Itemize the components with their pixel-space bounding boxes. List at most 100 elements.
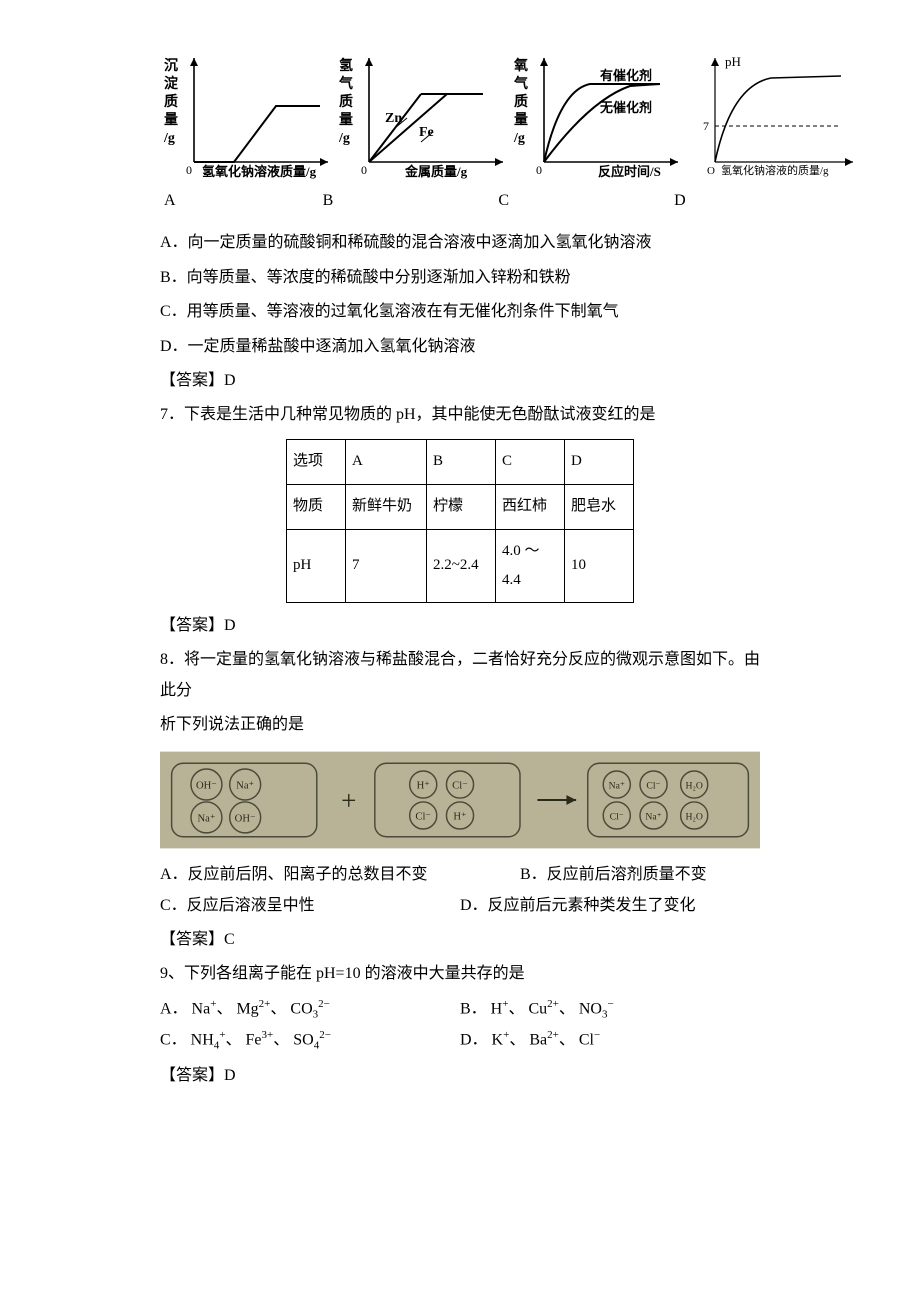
graph-b-ylabel-0: 氢 — [339, 57, 353, 74]
q9-answer: 【答案】D — [160, 1061, 760, 1091]
q8-reaction-image: OH⁻ Na⁺ Na⁺ OH⁻ + H⁺ Cl⁻ Cl⁻ H⁺ Na — [160, 750, 760, 850]
txt: 、 SO — [273, 1032, 313, 1049]
txt: 、 CO — [270, 1000, 312, 1017]
ion: Cl⁻ — [610, 812, 624, 823]
txt: 、 Mg — [216, 1000, 258, 1017]
q8-stem-2: 析下列说法正确的是 — [160, 710, 760, 740]
graph-c-ylabel-0: 氧 — [513, 57, 528, 74]
q9-option-b: B． H+、 Cu2+、 NO3− — [460, 994, 614, 1025]
q8-option-b: B．反应前后溶剂质量不变 — [520, 860, 707, 890]
graph-b-ylabel-1: 气 — [338, 75, 353, 92]
ion: Cl⁻ — [646, 781, 660, 792]
graph-d-origin: O — [707, 165, 715, 177]
q6-option-a: A．向一定质量的硫酸铜和稀硫酸的混合溶液中逐滴加入氢氧化钠溶液 — [160, 228, 760, 258]
graph-b-ylabel-2: 质 — [339, 93, 353, 110]
q7-stem: 7．下表是生活中几种常见物质的 pH，其中能使无色酚酞试液变红的是 — [160, 400, 760, 430]
txt: 、 Fe — [226, 1032, 262, 1049]
table-row: pH 7 2.2~2.4 4.0 ～4.4 10 — [287, 529, 634, 602]
graph-a: 沉 淀 质 量 /g 0 氢氧化钠溶液质量/g — [160, 50, 335, 180]
cell: 7 — [346, 529, 427, 602]
graph-d: pH 7 O 氢氧化钠溶液的质量/g — [685, 50, 860, 180]
q8-stem-1: 8．将一定量的氢氧化钠溶液与稀盐酸混合，二者恰好充分反应的微观示意图如下。由此分 — [160, 645, 760, 706]
q8-option-d: D．反应前后元素种类发生了变化 — [460, 891, 696, 921]
txt: C． NH — [160, 1032, 214, 1049]
q6-answer: 【答案】D — [160, 366, 760, 396]
graph-label-d: D — [670, 186, 760, 216]
graph-c-ylabel-2: 质 — [514, 93, 528, 110]
graph-b: Zn Fe 氢 气 质 量 /g 0 金属质量/g — [335, 50, 510, 180]
graph-a-ylabel-0: 沉 — [164, 57, 178, 74]
txt: D． K — [460, 1032, 503, 1049]
graph-label-a: A — [160, 186, 319, 216]
ion: Na⁺ — [197, 814, 215, 825]
graph-c-ylabel-4: /g — [513, 131, 525, 146]
txt: 、 NO — [559, 1000, 602, 1017]
ion: Na⁺ — [645, 812, 661, 823]
ion: H₂O — [686, 781, 703, 792]
graph-a-svg: 沉 淀 质 量 /g 0 氢氧化钠溶液质量/g — [160, 50, 335, 180]
graphs-labels-row: A B C D — [160, 186, 760, 216]
ion: OH⁻ — [196, 781, 217, 792]
graph-a-ylabel-2: 质 — [164, 93, 178, 110]
q6-option-d: D．一定质量稀盐酸中逐滴加入氢氧化钠溶液 — [160, 332, 760, 362]
graph-c-curve2-label: 无催化剂 — [599, 100, 652, 115]
table-row: 选项 A B C D — [287, 439, 634, 484]
q8-option-a: A．反应前后阴、阳离子的总数目不变 — [160, 860, 520, 890]
q9-option-a: A． Na+、 Mg2+、 CO32− — [160, 994, 460, 1025]
graph-c: 有催化剂 无催化剂 氧 气 质 量 /g 0 反应时间/S — [510, 50, 685, 180]
ion: H⁺ — [453, 812, 467, 823]
ion: H⁺ — [417, 781, 431, 792]
txt: 、 Ba — [509, 1032, 547, 1049]
graph-c-svg: 有催化剂 无催化剂 氧 气 质 量 /g 0 反应时间/S — [510, 50, 685, 180]
q7-answer: 【答案】D — [160, 611, 760, 641]
graph-label-b: B — [319, 186, 495, 216]
q9-options-line1: A． Na+、 Mg2+、 CO32− B． H+、 Cu2+、 NO3− — [160, 994, 760, 1025]
ion: Cl⁻ — [452, 781, 468, 792]
graph-b-svg: Zn Fe 氢 气 质 量 /g 0 金属质量/g — [335, 50, 510, 180]
graph-a-ylabel-4: /g — [163, 131, 175, 146]
graph-d-svg: pH 7 O 氢氧化钠溶液的质量/g — [685, 50, 860, 180]
graph-a-xlabel: 氢氧化钠溶液质量/g — [202, 164, 317, 179]
graph-a-ylabel-1: 淀 — [164, 75, 179, 92]
graph-c-curve1-label: 有催化剂 — [600, 68, 652, 83]
graph-b-ylabel-4: /g — [338, 131, 350, 146]
cell: 10 — [565, 529, 634, 602]
q8-options-line1: A．反应前后阴、阳离子的总数目不变 B．反应前后溶剂质量不变 — [160, 860, 760, 890]
graph-d-xlabel: 氢氧化钠溶液的质量/g — [721, 163, 829, 177]
q9-option-c: C． NH4+、 Fe3+、 SO42− — [160, 1025, 460, 1056]
cell: 2.2~2.4 — [427, 529, 496, 602]
cell: D — [565, 439, 634, 484]
txt: 、 Cu — [508, 1000, 547, 1017]
cell: 选项 — [287, 439, 346, 484]
graph-c-ylabel-1: 气 — [513, 75, 528, 92]
q9-option-d: D． K+、 Ba2+、 Cl− — [460, 1025, 600, 1056]
graph-b-origin: 0 — [361, 163, 367, 177]
ion: Cl⁻ — [415, 812, 431, 823]
graph-d-ylabel: pH — [725, 54, 741, 69]
graph-a-ylabel-3: 量 — [164, 112, 178, 128]
cell: 新鲜牛奶 — [346, 484, 427, 529]
cell: B — [427, 439, 496, 484]
cell: 肥皂水 — [565, 484, 634, 529]
cell: 物质 — [287, 484, 346, 529]
cell: pH — [287, 529, 346, 602]
graph-b-xlabel: 金属质量/g — [404, 164, 468, 179]
q9-stem: 9、下列各组离子能在 pH=10 的溶液中大量共存的是 — [160, 959, 760, 989]
q7-table-wrap: 选项 A B C D 物质 新鲜牛奶 柠檬 西红柿 肥皂水 pH 7 2.2~2… — [160, 439, 760, 603]
graph-c-xlabel: 反应时间/S — [598, 164, 661, 179]
q6-option-c: C．用等质量、等溶液的过氧化氢溶液在有无催化剂条件下制氧气 — [160, 297, 760, 327]
q8-option-c: C．反应后溶液呈中性 — [160, 891, 460, 921]
plus-icon: + — [341, 786, 356, 816]
graph-c-origin: 0 — [536, 163, 542, 177]
ion: Na⁺ — [609, 781, 625, 792]
graph-c-ylabel-3: 量 — [514, 112, 528, 128]
ion: OH⁻ — [235, 814, 256, 825]
q8-answer: 【答案】C — [160, 925, 760, 955]
ion: H₂O — [686, 812, 703, 823]
page: 沉 淀 质 量 /g 0 氢氧化钠溶液质量/g Zn Fe — [80, 0, 840, 1155]
q8-options-line2: C．反应后溶液呈中性 D．反应前后元素种类发生了变化 — [160, 891, 760, 921]
cell: 4.0 ～4.4 — [496, 529, 565, 602]
txt: A． Na — [160, 1000, 210, 1017]
table-row: 物质 新鲜牛奶 柠檬 西红柿 肥皂水 — [287, 484, 634, 529]
graph-label-c: C — [494, 186, 670, 216]
